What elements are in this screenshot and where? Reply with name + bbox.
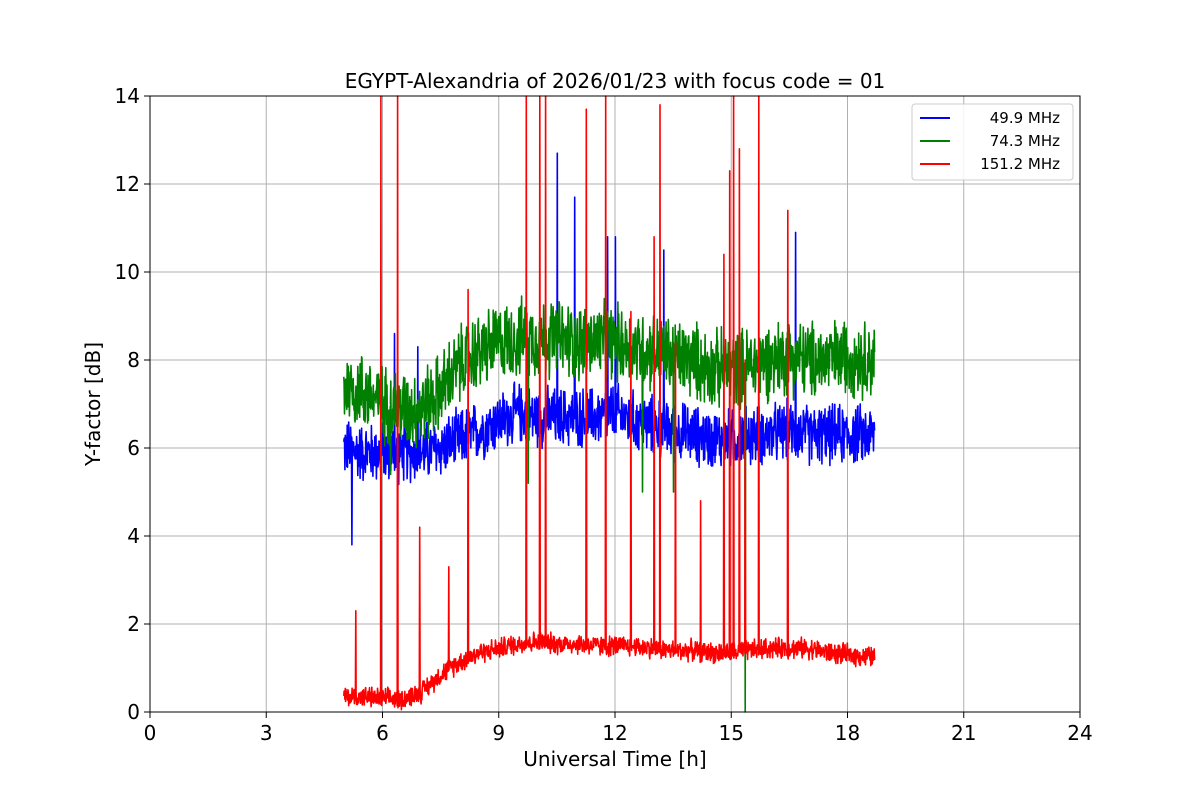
- y-tick-label: 14: [115, 84, 140, 108]
- x-tick-label: 24: [1067, 721, 1092, 745]
- series-line: [343, 295, 876, 713]
- y-tick-label: 0: [127, 700, 140, 724]
- x-tick-label: 0: [144, 721, 157, 745]
- x-tick-label: 3: [260, 721, 273, 745]
- chart-title: EGYPT-Alexandria of 2026/01/23 with focu…: [345, 69, 886, 93]
- y-tick-label: 6: [127, 436, 140, 460]
- x-tick-label: 18: [835, 721, 860, 745]
- legend-label: 49.9 MHz: [990, 109, 1060, 127]
- y-tick-label: 4: [127, 524, 140, 548]
- series-line: [343, 152, 876, 546]
- legend-label: 151.2 MHz: [980, 155, 1060, 173]
- y-tick-label: 10: [115, 260, 140, 284]
- x-tick-label: 9: [492, 721, 505, 745]
- legend-label: 74.3 MHz: [990, 132, 1060, 150]
- x-tick-label: 6: [376, 721, 389, 745]
- y-tick-label: 8: [127, 348, 140, 372]
- x-axis-label: Universal Time [h]: [523, 747, 706, 771]
- x-tick-label: 21: [951, 721, 976, 745]
- y-axis-label: Y-factor [dB]: [81, 342, 105, 467]
- y-tick-label: 12: [115, 172, 140, 196]
- series-layer: [343, 95, 876, 713]
- x-tick-label: 15: [719, 721, 744, 745]
- y-tick-label: 2: [127, 612, 140, 636]
- legend: 49.9 MHz 74.3 MHz 151.2 MHz: [911, 103, 1074, 181]
- x-tick-label: 12: [602, 721, 627, 745]
- legend-box: [911, 103, 1074, 181]
- series-line: [343, 95, 876, 711]
